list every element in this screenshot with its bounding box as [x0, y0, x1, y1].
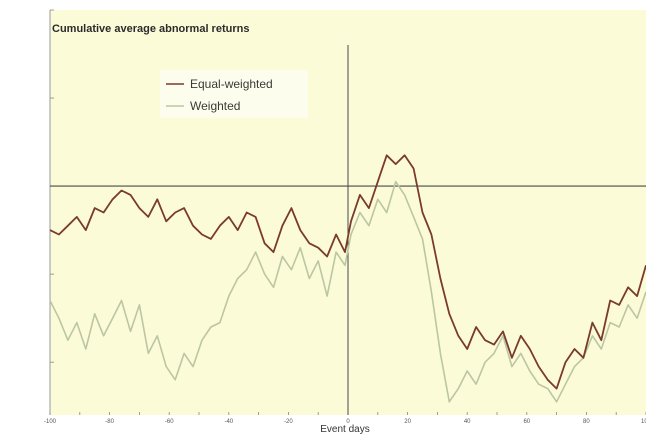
x-tick-label: -100 [44, 419, 57, 425]
legend-box [160, 70, 308, 118]
x-tick-label: -60 [165, 419, 174, 425]
series-line-equal-weighted [49, 154, 646, 390]
x-tick-label: 100 [641, 419, 646, 425]
x-axis-label: Event days [320, 424, 369, 435]
series-line-weighted [49, 180, 646, 403]
x-tick-label: 0 [346, 419, 350, 425]
chart-title: Cumulative average abnormal returns [52, 23, 249, 35]
x-axis: -100 -80 -60 -40 -20 0 20 40 60 80 100 [44, 412, 646, 425]
x-tick-label: -20 [284, 419, 293, 425]
x-tick-label: -40 [224, 419, 233, 425]
x-tick-label: 20 [404, 419, 411, 425]
x-tick-label: 60 [523, 419, 530, 425]
x-tick-label: 80 [583, 419, 590, 425]
legend-label-weighted: Weighted [190, 99, 240, 113]
legend-label-equal-weighted: Equal-weighted [190, 77, 273, 91]
x-tick-label: -80 [105, 419, 114, 425]
legend: Equal-weighted Weighted [160, 70, 308, 118]
x-tick-label: 40 [464, 419, 471, 425]
